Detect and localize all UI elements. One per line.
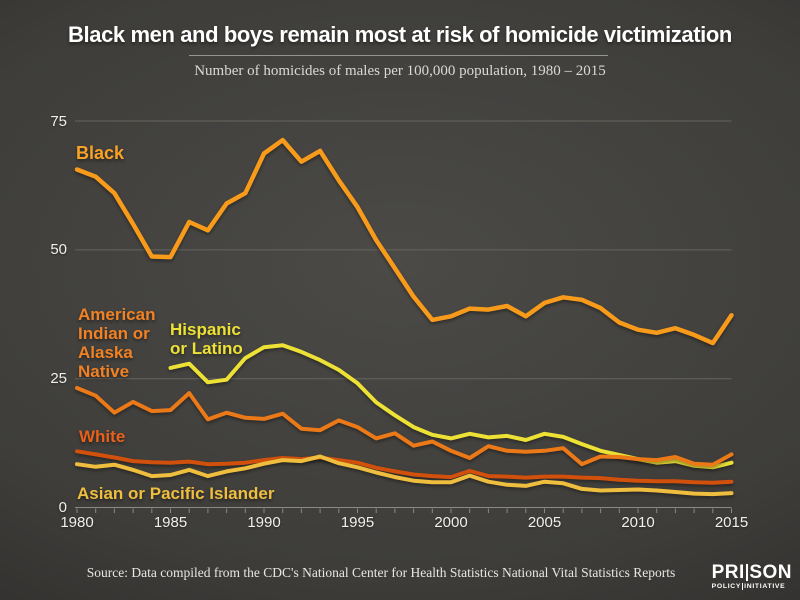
line-white: [75, 449, 734, 485]
y-axis-label-50: 50: [50, 241, 67, 259]
logo-subtitle: POLICY INITIATIVE: [711, 582, 792, 590]
series-label-asian-pacific-islander: Asian or Pacific Islander: [77, 484, 275, 503]
y-axis-label-0: 0: [58, 499, 67, 516]
series-label-black: Black: [76, 143, 125, 163]
line-american-indian-or-alaska-native: [75, 386, 734, 467]
x-axis-label-2010: 2010: [621, 514, 655, 531]
logo-wordmark: PRI SON: [711, 562, 792, 583]
x-axis-label-1990: 1990: [247, 514, 281, 531]
prison-bar-small-icon: [742, 582, 744, 590]
line-asian-or-pacific-islander: [75, 454, 734, 497]
x-axis-label-1985: 1985: [153, 514, 188, 531]
series-label-white: White: [79, 427, 126, 446]
title-separator: [189, 55, 608, 56]
y-axis-label-25: 25: [50, 370, 67, 388]
series-label-hispanic-latino: Hispanic or Latino: [170, 320, 243, 358]
source-note: Source: Data compiled from the CDC's Nat…: [86, 565, 676, 580]
chart-subtitle: Number of homicides of males per 100,000…: [194, 63, 606, 79]
series-label-american-indian-alaska-native: American Indian or Alaska Native: [78, 305, 156, 381]
x-axis-label-2015: 2015: [714, 514, 749, 531]
page-title: Black men and boys remain most at risk o…: [68, 22, 732, 47]
x-axis-label-1980: 1980: [60, 514, 94, 531]
x-axis-label-1995: 1995: [340, 514, 375, 531]
logo-word-right: SON: [749, 562, 792, 583]
line-black: [74, 137, 734, 346]
logo-sub-right: INITIATIVE: [744, 582, 786, 590]
x-axis-label-2005: 2005: [527, 514, 562, 531]
prison-policy-initiative-logo: PRI SON POLICY INITIATIVE: [711, 562, 792, 590]
x-axis-label-2000: 2000: [434, 514, 468, 531]
logo-word-left: PRI: [711, 562, 745, 583]
logo-sub-left: POLICY: [711, 582, 742, 590]
y-axis-label-75: 75: [50, 112, 67, 130]
prison-bar-icon: [746, 564, 748, 581]
